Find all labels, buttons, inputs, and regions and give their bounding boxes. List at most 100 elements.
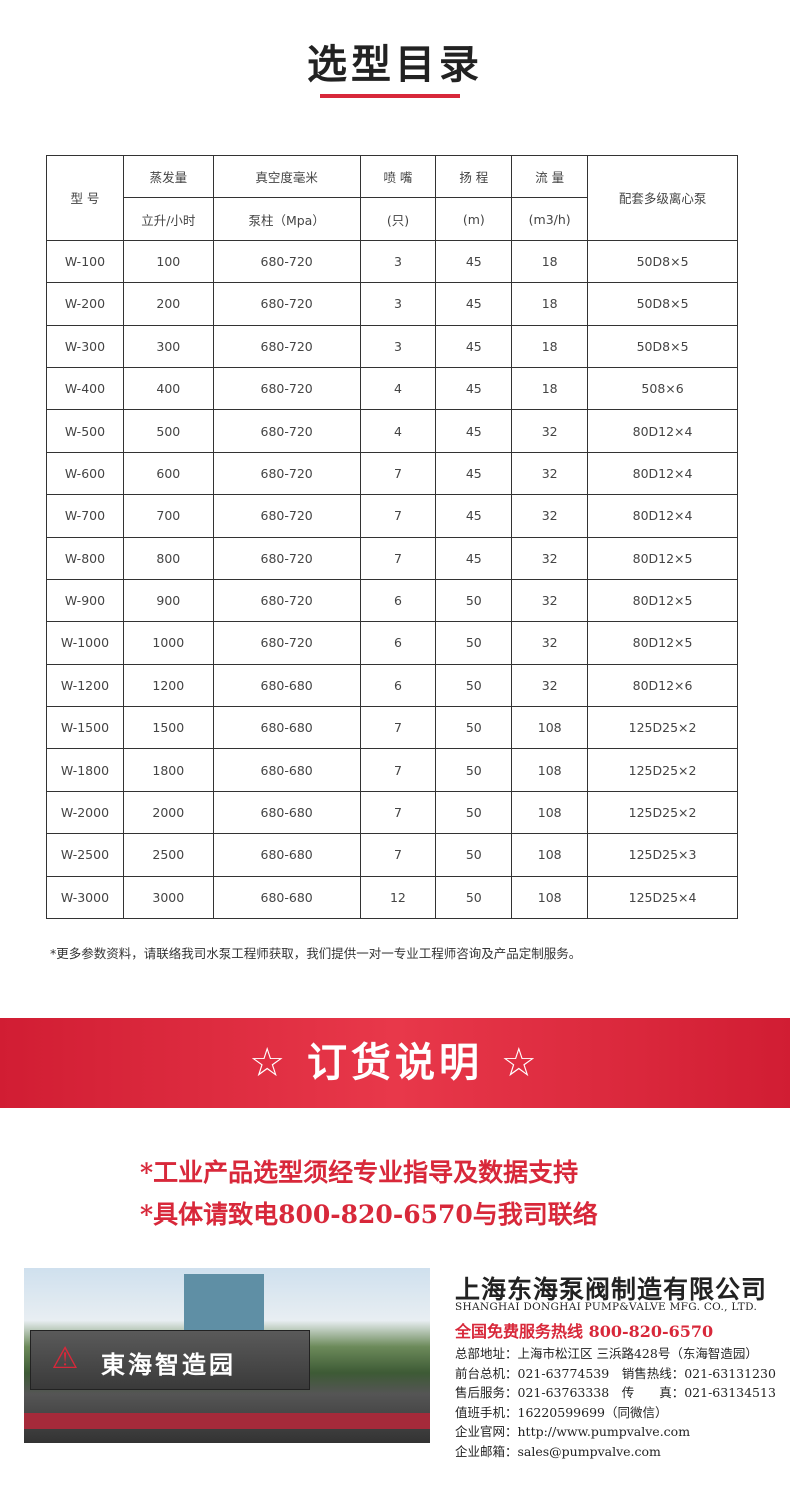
contact-line: 值班手机：16220599699（同微信） <box>455 1404 668 1420</box>
table-row: W-2000 2000 680-680 7 50 108 125D25×2 <box>46 790 738 835</box>
table-cell: 700 <box>122 494 214 538</box>
table-row: W-1000 1000 680-720 6 50 32 80D12×5 <box>46 621 738 665</box>
table-cell: 680-720 <box>212 366 361 411</box>
table-cell: 680-720 <box>212 282 361 326</box>
table-cell: 2500 <box>122 833 214 877</box>
contact-line: 总部地址：上海市松江区 三浜路428号（东海智造园） <box>455 1346 758 1361</box>
table-cell: 800 <box>122 536 214 580</box>
table-cell: W-700 <box>46 494 124 538</box>
page-title: 选型目录 <box>307 42 483 88</box>
table-cell: 680-720 <box>212 451 361 496</box>
company-logo-icon: ⚠ <box>51 1341 79 1376</box>
table-cell: 300 <box>122 324 214 368</box>
table-cell: 45 <box>435 324 513 368</box>
table-cell: 6 <box>359 663 437 708</box>
table-cell: 4 <box>359 366 437 411</box>
header-cell: 型 号 <box>46 155 124 241</box>
table-row: W-600 600 680-720 7 45 32 80D12×4 <box>46 451 738 496</box>
table-row: W-800 800 680-720 7 45 32 80D12×5 <box>46 536 738 580</box>
table-cell: 1200 <box>122 663 214 708</box>
table-cell: 680-680 <box>212 663 361 708</box>
table-cell: 400 <box>122 366 214 411</box>
table-cell: 50D8×5 <box>587 282 738 326</box>
table-cell: 18 <box>511 324 589 368</box>
factory-photo: ⚠ 東海智造园 <box>24 1268 430 1443</box>
table-cell: 508×6 <box>587 366 738 411</box>
table-cell: 18 <box>511 239 589 284</box>
selection-table: 型 号 蒸发量 真空度毫米 喷 嘴 扬 程 流 量 配套多级离心泵 立升/小时 … <box>46 154 738 920</box>
table-cell: 108 <box>511 706 589 750</box>
table-row: W-2500 2500 680-680 7 50 108 125D25×3 <box>46 833 738 877</box>
table-cell: 50 <box>435 621 513 665</box>
table-cell: 32 <box>511 663 589 708</box>
table-row: W-1800 1800 680-680 7 50 108 125D25×2 <box>46 748 738 792</box>
header-cell: (m3/h) <box>511 197 589 241</box>
table-cell: W-1800 <box>46 748 124 792</box>
table-cell: 45 <box>435 451 513 496</box>
header-cell: 立升/小时 <box>122 197 214 241</box>
table-cell: 80D12×5 <box>587 621 738 665</box>
table-cell: 50 <box>435 663 513 708</box>
table-cell: 80D12×4 <box>587 409 738 453</box>
table-cell: 125D25×2 <box>587 748 738 792</box>
table-cell: 680-720 <box>212 409 361 453</box>
title-underline <box>320 94 460 98</box>
table-cell: 80D12×4 <box>587 451 738 496</box>
table-cell: 32 <box>511 451 589 496</box>
table-cell: 500 <box>122 409 214 453</box>
table-cell: 32 <box>511 578 589 623</box>
hotline: 全国免费服务热线 800-820-6570 <box>455 1322 714 1341</box>
table-cell: W-900 <box>46 578 124 623</box>
building <box>184 1274 264 1334</box>
table-cell: 80D12×5 <box>587 578 738 623</box>
table-row: W-500 500 680-720 4 45 32 80D12×4 <box>46 409 738 453</box>
table-cell: 80D12×6 <box>587 663 738 708</box>
table-cell: 680-680 <box>212 875 361 920</box>
table-cell: 7 <box>359 748 437 792</box>
table-cell: 108 <box>511 833 589 877</box>
header-cell: 真空度毫米 <box>212 154 361 199</box>
header-cell: 喷 嘴 <box>359 154 437 199</box>
table-cell: 100 <box>122 239 214 284</box>
table-cell: 7 <box>359 536 437 580</box>
company-name-cn: 上海东海泵阀制造有限公司 <box>455 1275 768 1304</box>
table-row: W-200 200 680-720 3 45 18 50D8×5 <box>46 282 738 326</box>
table-cell: W-300 <box>46 324 124 368</box>
table-cell: 680-720 <box>212 536 361 580</box>
table-cell: 108 <box>511 790 589 835</box>
table-cell: W-600 <box>46 451 124 496</box>
table-cell: W-1200 <box>46 663 124 708</box>
table-cell: 32 <box>511 536 589 580</box>
table-cell: 108 <box>511 748 589 792</box>
table-cell: 80D12×5 <box>587 536 738 580</box>
table-cell: 125D25×4 <box>587 875 738 920</box>
table-cell: 45 <box>435 282 513 326</box>
order-line: *具体请致电800-820-6570与我司联络 <box>140 1200 598 1229</box>
table-cell: 3 <box>359 282 437 326</box>
table-cell: 7 <box>359 451 437 496</box>
table-cell: 2000 <box>122 790 214 835</box>
contact-line: 前台总机：021-63774539 销售热线：021-63131230 <box>455 1365 776 1381</box>
table-row: W-300 300 680-720 3 45 18 50D8×5 <box>46 324 738 368</box>
table-cell: W-1000 <box>46 621 124 665</box>
company-name-en: SHANGHAI DONGHAI PUMP&VALVE MFG. CO., LT… <box>455 1301 758 1313</box>
table-cell: 50 <box>435 578 513 623</box>
table-cell: 680-720 <box>212 494 361 538</box>
header-row: 型 号 蒸发量 真空度毫米 喷 嘴 扬 程 流 量 配套多级离心泵 <box>46 154 738 241</box>
table-cell: 32 <box>511 621 589 665</box>
header-cell: (m) <box>435 197 513 241</box>
table-cell: 7 <box>359 706 437 750</box>
header-row: 立升/小时 泵柱（Mpa） (只) (m) (m3/h) <box>47 197 738 241</box>
table-cell: 680-680 <box>212 833 361 877</box>
table-row: W-700 700 680-720 7 45 32 80D12×4 <box>46 494 738 538</box>
table-cell: 3000 <box>122 875 214 920</box>
table-cell: 680-680 <box>212 790 361 835</box>
table-cell: W-3000 <box>46 875 124 920</box>
table-cell: 45 <box>435 366 513 411</box>
table-cell: 108 <box>511 875 589 920</box>
table-cell: 3 <box>359 239 437 284</box>
table-cell: 125D25×2 <box>587 790 738 835</box>
table-cell: 680-680 <box>212 706 361 750</box>
table-row: W-900 900 680-720 6 50 32 80D12×5 <box>46 578 738 623</box>
table-cell: 50 <box>435 748 513 792</box>
